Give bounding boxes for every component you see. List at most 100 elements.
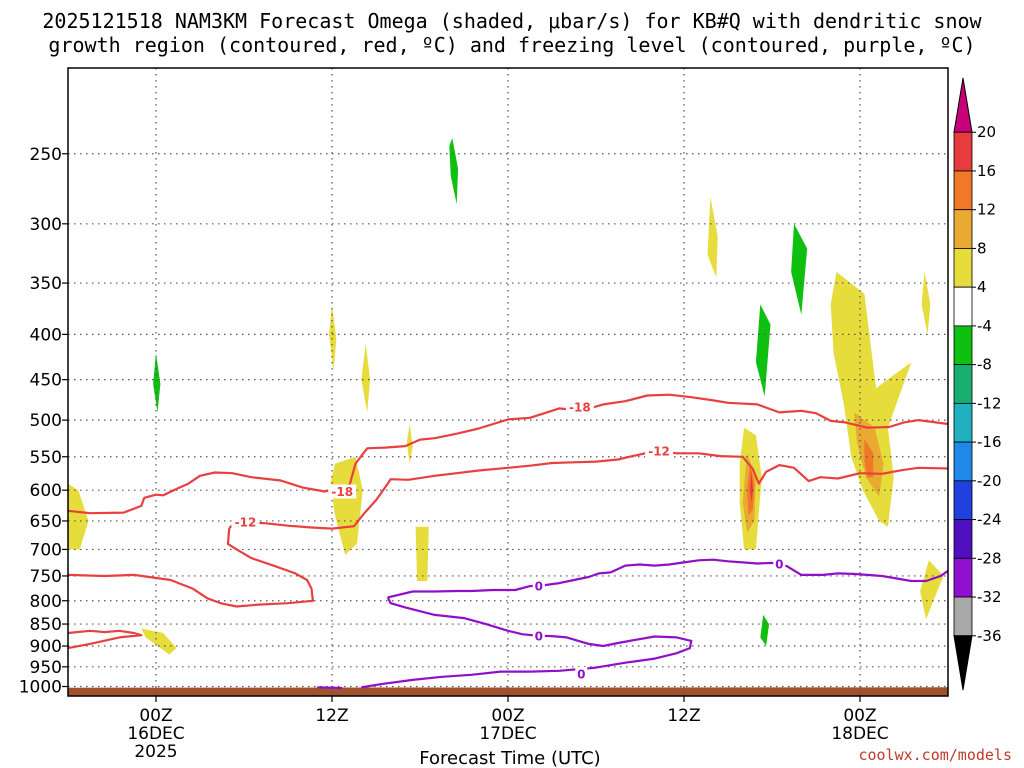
colorbar-bin-11 <box>953 519 973 559</box>
colorbar-bottom-arrow <box>953 635 973 691</box>
omega-region-3 <box>361 343 371 413</box>
contour-label-bg-2 <box>231 515 260 530</box>
colorbar-bin-10 <box>953 480 973 520</box>
contour-label-bg-6 <box>773 556 786 571</box>
y-tick-label-350: 350 <box>30 274 62 294</box>
contour-label-bg-1 <box>565 399 594 414</box>
ground-fill <box>68 687 948 696</box>
colorbar-bin-3 <box>953 209 973 249</box>
omega-region-16 <box>760 614 770 646</box>
y-tick-label-300: 300 <box>30 215 62 235</box>
x-tick-label-3: 12Z <box>667 706 700 726</box>
chart-title-line1: 2025121518 NAM3KM Forecast Omega (shaded… <box>42 9 982 33</box>
colorbar-bin-5 <box>953 286 973 327</box>
contour-label-bg-7 <box>575 667 588 682</box>
y-tick-label-250: 250 <box>30 145 62 165</box>
chart-title-line2: growth region (contoured, red, ºC) and f… <box>48 33 975 57</box>
contour-line-1 <box>228 450 949 530</box>
x-tick-label-4: 00Z <box>843 706 876 726</box>
omega-region-2 <box>329 304 337 371</box>
omega-region-15 <box>750 470 753 503</box>
y-tick-label-500: 500 <box>30 411 62 431</box>
contour-line-5 <box>361 596 693 689</box>
colorbar-label-1: 16 <box>977 162 996 180</box>
colorbar-label-5: -4 <box>977 317 992 335</box>
contour-layer <box>67 393 949 690</box>
x-tick-label-2: 00Z <box>491 706 524 726</box>
x-axis-label: Forecast Time (UTC) <box>419 748 600 768</box>
y-tick-label-650: 650 <box>30 512 62 532</box>
colorbar-label-8: -16 <box>977 433 1002 451</box>
omega-region-21 <box>920 560 944 620</box>
colorbar-bin-2 <box>953 170 973 211</box>
colorbar-bin-12 <box>953 557 973 598</box>
omega-region-9 <box>707 197 718 278</box>
y-tick-label-1000: 1000 <box>19 678 62 698</box>
contour-label-5: 0 <box>535 630 543 644</box>
contour-label-4: 0 <box>535 580 543 594</box>
y-tick-label-550: 550 <box>30 448 62 468</box>
contour-label-2: -12 <box>235 516 257 530</box>
colorbar-bin-7 <box>953 364 973 404</box>
omega-region-8 <box>141 628 177 655</box>
colorbar-label-2: 12 <box>977 201 996 219</box>
omega-region-7 <box>415 526 429 581</box>
y-tick-label-400: 400 <box>30 325 62 345</box>
grid-layer <box>68 68 948 696</box>
colorbar-bin-8 <box>953 402 973 443</box>
colorbar-top-arrow <box>953 77 973 133</box>
colorbar-bin-1 <box>953 131 973 172</box>
y-tick-label-950: 950 <box>30 658 62 678</box>
contour-label-0: -18 <box>331 485 353 499</box>
omega-region-5 <box>449 138 459 205</box>
colorbar-label-4: 4 <box>977 278 987 296</box>
x-tick-year-0: 2025 <box>134 742 177 762</box>
colorbar-label-7: -12 <box>977 394 1002 412</box>
colorbar-label-6: -8 <box>977 356 992 374</box>
colorbar-label-0: 20 <box>977 123 996 141</box>
contour-label-3: -12 <box>648 445 670 459</box>
contour-line-6 <box>317 686 343 690</box>
colorbar-label-9: -20 <box>977 472 1002 490</box>
contour-label-7: 0 <box>577 668 585 682</box>
colorbar: 20 16 12 8 4 -4 -8 -12 -16 -20 -24 -28 -32 -36 <box>953 77 1002 691</box>
x-tick-date-4: 18DEC <box>831 724 888 744</box>
colorbar-label-11: -28 <box>977 549 1002 567</box>
contour-line-0 <box>67 393 949 515</box>
omega-region-19 <box>864 438 874 478</box>
omega-region-10 <box>755 304 771 397</box>
contour-label-6: 0 <box>775 557 783 571</box>
colorbar-bin-6 <box>953 325 973 366</box>
contour-label-bg-5 <box>532 629 545 644</box>
ground-layer <box>68 687 948 696</box>
contour-label-layer: -18 -18 -12 -12 0 0 0 0 <box>231 399 786 682</box>
colorbar-bin-13 <box>953 596 973 637</box>
colorbar-bin-9 <box>953 441 973 482</box>
contour-line-4 <box>387 558 949 599</box>
plot-background <box>68 68 948 696</box>
omega-shading-layer <box>68 138 944 655</box>
omega-region-1 <box>153 353 161 413</box>
x-tick-label-1: 12Z <box>315 706 348 726</box>
credit-text: coolwx.com/models <box>858 746 1012 764</box>
contour-line-2 <box>67 527 314 608</box>
omega-region-17 <box>830 271 912 527</box>
colorbar-label-13: -36 <box>977 627 1002 645</box>
contour-label-1: -18 <box>569 400 591 414</box>
contour-label-bg-0 <box>328 484 357 499</box>
colorbar-label-12: -32 <box>977 588 1002 606</box>
omega-region-0 <box>68 483 89 550</box>
y-tick-label-700: 700 <box>30 540 62 560</box>
contour-label-bg-4 <box>532 579 545 594</box>
omega-region-11 <box>791 223 808 315</box>
colorbar-bin-4 <box>953 248 973 288</box>
y-axis: 2503003504004505005506006507007508008509… <box>19 145 68 698</box>
colorbar-label-10: -24 <box>977 511 1002 529</box>
y-tick-label-600: 600 <box>30 481 62 501</box>
x-tick-label-0: 00Z <box>139 706 172 726</box>
contour-line-3 <box>67 629 143 650</box>
contour-label-bg-3 <box>645 444 674 459</box>
colorbar-label-3: 8 <box>977 239 987 257</box>
x-tick-date-2: 17DEC <box>479 724 536 744</box>
